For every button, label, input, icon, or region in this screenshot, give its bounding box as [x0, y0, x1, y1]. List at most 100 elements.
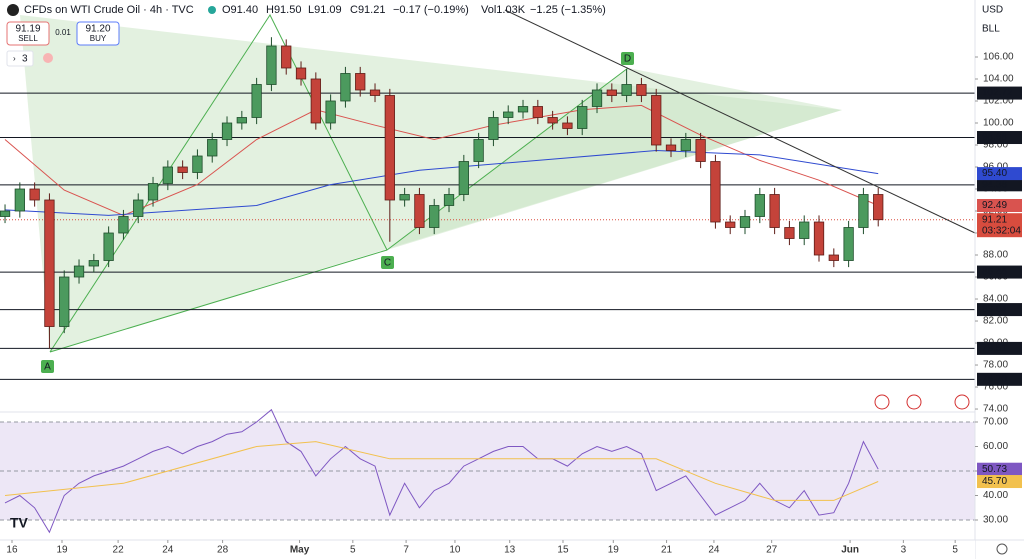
- x-tick-label: 3: [901, 545, 907, 556]
- level-label-box: [977, 303, 1022, 317]
- spread: 0.01: [55, 28, 71, 37]
- candle-body: [414, 194, 425, 228]
- candle-body: [458, 161, 469, 195]
- candle-body: [44, 199, 55, 327]
- candle-body: [295, 67, 307, 80]
- candle-body: [621, 84, 632, 96]
- level-label: 76.70: [982, 374, 1007, 385]
- level-label-box: [977, 265, 1022, 279]
- plot: [0, 37, 975, 534]
- level-label-box: [977, 341, 1022, 355]
- candle-body: [503, 111, 514, 118]
- candle-body: [813, 221, 825, 256]
- trend-line: [504, 9, 976, 234]
- level-label-box: [977, 372, 1022, 386]
- event-icon[interactable]: [954, 394, 970, 410]
- symbol: CFDs on WTI Crude Oil · 4h · TVC: [24, 4, 194, 16]
- pattern-line: [49, 249, 388, 353]
- x-tick-label: 15: [557, 545, 569, 556]
- close: C91.21: [350, 4, 385, 16]
- buy-button[interactable]: [76, 21, 120, 46]
- y-tick-label: 60.00: [983, 441, 1008, 452]
- time-axis: [0, 540, 975, 559]
- pattern-label: D: [624, 54, 631, 65]
- level-label: 94.38: [982, 179, 1007, 190]
- pattern-line: [49, 13, 629, 353]
- candle-body: [828, 254, 839, 261]
- candle-body: [0, 210, 11, 217]
- candle-body: [162, 166, 173, 184]
- x-tick-label: 5: [350, 545, 356, 556]
- pattern-label: C: [384, 258, 391, 269]
- candle-body: [843, 227, 854, 261]
- ma-label-box: [977, 167, 1022, 181]
- y-tick-label: 40.00: [983, 490, 1008, 501]
- settings-icon[interactable]: [996, 543, 1008, 555]
- unit: BLL: [982, 24, 1000, 35]
- rsi-label-box: [977, 475, 1022, 489]
- ma-label-box: [977, 199, 1022, 213]
- x-tick-label: Jun: [841, 545, 859, 556]
- x-tick-label: 28: [217, 545, 229, 556]
- x-tick-label: 7: [403, 545, 409, 556]
- event-icon[interactable]: [906, 394, 922, 410]
- y-tick-label: 88.00: [983, 250, 1008, 261]
- level-label: 102.72: [982, 88, 1013, 99]
- candle-body: [858, 194, 869, 228]
- rsi-label: 50.73: [982, 464, 1007, 475]
- x-tick-label: 27: [766, 545, 778, 556]
- candle-body: [133, 199, 144, 217]
- moving-average: [4, 104, 879, 216]
- change: −0.17 (−0.19%): [393, 4, 469, 16]
- countdown: 03:32:04: [982, 225, 1021, 236]
- candle-body: [547, 117, 558, 124]
- pattern-label-box: [381, 256, 394, 269]
- currency: USD: [982, 5, 1003, 16]
- symbol-icon: [7, 4, 19, 16]
- candle-body: [665, 144, 677, 151]
- event-icon[interactable]: [874, 394, 890, 410]
- candle-body: [577, 106, 588, 129]
- status-dot: [208, 6, 216, 14]
- vol-change: −1.25 (−1.35%): [530, 4, 606, 16]
- rsi-label-box: [977, 462, 1022, 476]
- moving-average: [4, 149, 879, 216]
- x-tick-label: 5: [952, 545, 958, 556]
- ma-label: 95.40: [982, 168, 1007, 179]
- y-tick-label: 78.00: [983, 360, 1008, 371]
- x-tick-label: 22: [113, 545, 125, 556]
- candle-body: [695, 139, 706, 162]
- candle-body: [14, 188, 25, 212]
- rsi-label: 45.70: [982, 476, 1007, 487]
- candle-body: [754, 194, 765, 217]
- candle-body: [725, 221, 736, 228]
- candle-body: [192, 155, 203, 173]
- candle-body: [266, 45, 277, 85]
- pattern-label: A: [44, 362, 51, 373]
- candle-body: [310, 78, 321, 124]
- x-tick-label: 19: [608, 545, 620, 556]
- candle-body: [517, 106, 529, 113]
- event-icons: [874, 394, 970, 410]
- x-tick-label: 21: [661, 545, 673, 556]
- pattern-area: [387, 68, 842, 250]
- indicator-toggle[interactable]: [6, 50, 34, 67]
- open: O91.40: [222, 4, 258, 16]
- candle-body: [251, 84, 262, 118]
- sell-label: SELL: [18, 34, 38, 43]
- ma-label: 92.49: [982, 200, 1007, 211]
- level-label-box: [977, 86, 1022, 100]
- header: CFDs on WTI Crude Oil · 4h · TVC O91.40 …: [6, 4, 1003, 67]
- pattern-labels: A C D: [41, 52, 634, 373]
- candle-body: [562, 122, 573, 129]
- sell-button[interactable]: [6, 21, 50, 46]
- x-tick-label: 24: [708, 545, 720, 556]
- rsi-line: [4, 441, 879, 501]
- level-label-box: [977, 131, 1022, 145]
- candle-body: [369, 89, 381, 96]
- candle-body: [340, 73, 351, 102]
- high: H91.50: [266, 4, 301, 16]
- candle-body: [799, 221, 810, 239]
